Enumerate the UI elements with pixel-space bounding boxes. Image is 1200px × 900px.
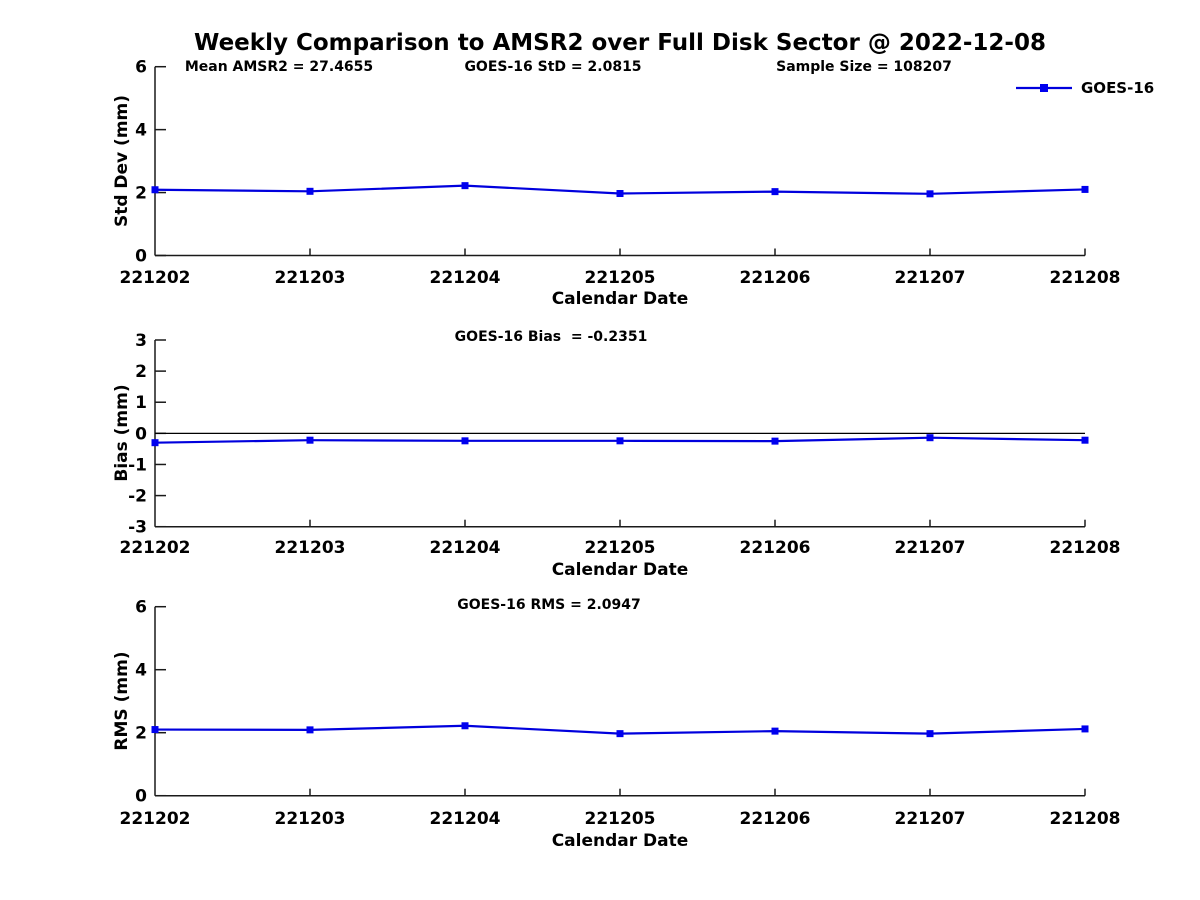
x-tick-label: 221203 — [275, 538, 346, 558]
data-point-marker — [151, 186, 159, 194]
x-tick-label: 221202 — [120, 538, 191, 558]
data-point-marker — [771, 188, 779, 196]
x-tick-label: 221208 — [1050, 809, 1121, 829]
ylabel-rms: RMS (mm) — [112, 651, 132, 751]
y-tick-label: 4 — [135, 661, 147, 681]
x-tick-label: 221208 — [1050, 268, 1121, 288]
data-point-marker — [771, 727, 779, 735]
x-tick-label: 221208 — [1050, 538, 1121, 558]
y-tick-label: -3 — [128, 518, 147, 538]
data-point-marker — [306, 726, 314, 734]
y-tick-label: 6 — [135, 58, 147, 78]
y-tick-label: 0 — [135, 247, 147, 267]
ylabel-std-dev: Std Dev (mm) — [112, 94, 132, 228]
annotation-mean-amsr2: Mean AMSR2 = 27.4655 — [184, 59, 374, 75]
y-tick-label: 0 — [135, 787, 147, 807]
legend-square-marker-icon — [1040, 84, 1048, 92]
page-title: Weekly Comparison to AMSR2 over Full Dis… — [194, 30, 1046, 56]
x-tick-label: 221205 — [585, 268, 656, 288]
data-point-marker — [461, 437, 469, 445]
annotation-sample-size: Sample Size = 108207 — [776, 59, 952, 75]
y-tick-label: 6 — [135, 598, 147, 618]
x-tick-label: 221204 — [430, 809, 501, 829]
y-tick-label: 0 — [135, 424, 147, 444]
data-point-marker — [461, 722, 469, 730]
data-point-marker — [926, 730, 934, 738]
y-tick-label: 2 — [135, 724, 147, 744]
data-point-marker — [306, 436, 314, 444]
data-point-marker — [616, 190, 624, 198]
y-tick-label: 4 — [135, 121, 147, 141]
subplot-std-dev: 0 2 4 6 221202 221203 221204 221205 221206 221207… — [120, 58, 1121, 288]
data-point-marker — [616, 437, 624, 445]
x-tick-label: 221203 — [275, 268, 346, 288]
y-tick-label: -2 — [128, 487, 147, 507]
x-tick-label: 221206 — [740, 268, 811, 288]
y-tick-label: 2 — [135, 362, 147, 382]
x-tick-label: 221206 — [740, 538, 811, 558]
x-tick-label: 221205 — [585, 538, 656, 558]
xlabel-calendar-date-top: Calendar Date — [551, 289, 689, 309]
annotation-goes16-bias: GOES-16 Bias = -0.2351 — [454, 329, 648, 345]
data-point-marker — [151, 439, 159, 447]
subplot-rms: 0 2 4 6 221202 221203 221204 221205 221206 221207… — [120, 598, 1121, 829]
x-tick-label: 221202 — [120, 809, 191, 829]
annotation-goes16-std: GOES-16 StD = 2.0815 — [464, 59, 642, 75]
data-point-marker — [926, 434, 934, 442]
data-point-marker — [1081, 185, 1089, 193]
xlabel-calendar-date-middle: Calendar Date — [551, 560, 689, 580]
data-point-marker — [926, 190, 934, 198]
legend: GOES-16 — [1015, 79, 1154, 97]
x-tick-label: 221204 — [430, 268, 501, 288]
x-tick-label: 221207 — [895, 538, 966, 558]
y-tick-label: 3 — [135, 331, 147, 351]
subplot-bias: -3 -2 -1 0 1 2 3 221202 221203 221204 221205 221206… — [120, 331, 1121, 558]
x-tick-label: 221202 — [120, 268, 191, 288]
data-point-marker — [1081, 436, 1089, 444]
y-tick-label: 2 — [135, 184, 147, 204]
y-tick-label: -1 — [128, 455, 147, 475]
x-tick-label: 221205 — [585, 809, 656, 829]
y-tick-label: 1 — [135, 393, 147, 413]
legend-line-marker-icon — [1016, 84, 1072, 92]
x-tick-label: 221206 — [740, 809, 811, 829]
data-point-marker — [1081, 725, 1089, 733]
data-point-marker — [461, 182, 469, 190]
x-tick-label: 221207 — [895, 809, 966, 829]
data-point-marker — [771, 437, 779, 445]
legend-label: GOES-16 — [1081, 79, 1155, 97]
x-tick-label: 221203 — [275, 809, 346, 829]
x-tick-label: 221207 — [895, 268, 966, 288]
data-point-marker — [306, 187, 314, 195]
ylabel-bias: Bias (mm) — [112, 384, 132, 482]
xlabel-calendar-date-bottom: Calendar Date — [551, 831, 689, 851]
data-point-marker — [616, 730, 624, 738]
data-point-marker — [151, 726, 159, 734]
x-tick-label: 221204 — [430, 538, 501, 558]
annotation-goes16-rms: GOES-16 RMS = 2.0947 — [457, 597, 641, 613]
